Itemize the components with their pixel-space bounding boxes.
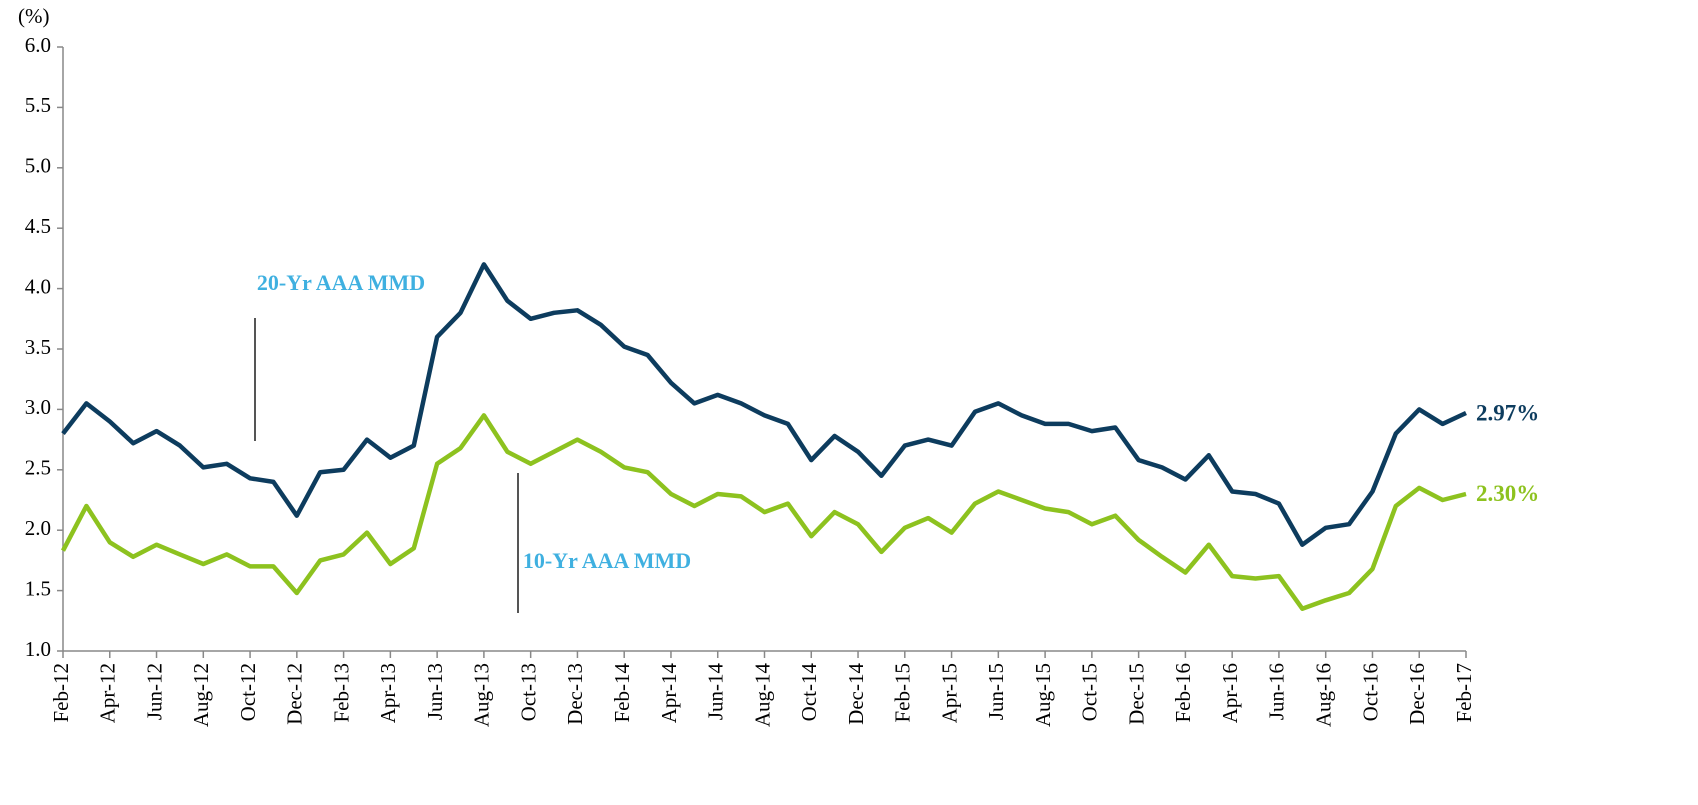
y-tick-label: 6.0 bbox=[25, 33, 51, 57]
y-axis-label: (%) bbox=[18, 4, 49, 28]
x-tick-label: Jun-15 bbox=[984, 663, 1008, 720]
x-tick-label: Oct-14 bbox=[797, 663, 821, 722]
x-tick-label: Feb-12 bbox=[49, 663, 73, 723]
series-line bbox=[61, 413, 1467, 611]
x-tick-label: Feb-16 bbox=[1171, 663, 1195, 723]
x-tick-label: Dec-16 bbox=[1405, 663, 1429, 725]
x-tick-label: Apr-12 bbox=[96, 663, 120, 723]
x-tick-label: Oct-16 bbox=[1358, 663, 1382, 721]
x-tick-label: Feb-17 bbox=[1452, 663, 1476, 723]
y-tick-label: 1.5 bbox=[25, 576, 51, 600]
x-tick-label: Dec-14 bbox=[844, 663, 868, 725]
y-tick-label: 4.5 bbox=[25, 214, 51, 238]
x-tick-label: Oct-12 bbox=[236, 663, 260, 721]
x-tick-label: Oct-13 bbox=[516, 663, 540, 721]
x-tick-label: Feb-14 bbox=[610, 663, 634, 723]
end-label: 2.30% bbox=[1476, 481, 1539, 506]
series-label: 10-Yr AAA MMD bbox=[522, 548, 692, 573]
x-tick-label: Dec-13 bbox=[563, 663, 587, 725]
x-tick-label: Feb-13 bbox=[329, 663, 353, 723]
x-tick-label: Apr-13 bbox=[376, 663, 400, 723]
x-tick-label: Apr-16 bbox=[1218, 663, 1242, 723]
y-tick-label: 3.0 bbox=[25, 395, 51, 419]
x-tick-label: Oct-15 bbox=[1078, 663, 1102, 721]
x-tick-label: Apr-14 bbox=[657, 663, 681, 724]
y-tick-label: 4.0 bbox=[25, 274, 51, 298]
x-tick-label: Jun-13 bbox=[423, 663, 447, 720]
y-tick-label: 2.5 bbox=[25, 456, 51, 480]
x-tick-label: Dec-12 bbox=[283, 663, 307, 725]
x-tick-label: Apr-15 bbox=[937, 663, 961, 723]
end-label: 2.97% bbox=[1476, 400, 1539, 425]
y-tick-label: 1.0 bbox=[25, 637, 51, 661]
y-tick-label: 5.5 bbox=[25, 93, 51, 117]
series-label: 20-Yr AAA MMD bbox=[256, 270, 426, 295]
y-tick-label: 5.0 bbox=[25, 154, 51, 178]
x-tick-label: Aug-13 bbox=[470, 663, 494, 727]
x-tick-label: Jun-12 bbox=[142, 663, 166, 720]
x-tick-label: Aug-15 bbox=[1031, 663, 1055, 727]
x-tick-label: Aug-14 bbox=[750, 663, 774, 728]
x-tick-label: Dec-15 bbox=[1124, 663, 1148, 725]
x-tick-label: Aug-16 bbox=[1312, 663, 1336, 727]
y-tick-label: 2.0 bbox=[25, 516, 51, 540]
y-tick-label: 3.5 bbox=[25, 335, 51, 359]
x-tick-label: Feb-15 bbox=[891, 663, 915, 723]
x-tick-label: Aug-12 bbox=[189, 663, 213, 727]
x-tick-label: Jun-14 bbox=[704, 663, 728, 721]
series-line bbox=[61, 262, 1467, 547]
x-tick-label: Jun-16 bbox=[1265, 663, 1289, 720]
